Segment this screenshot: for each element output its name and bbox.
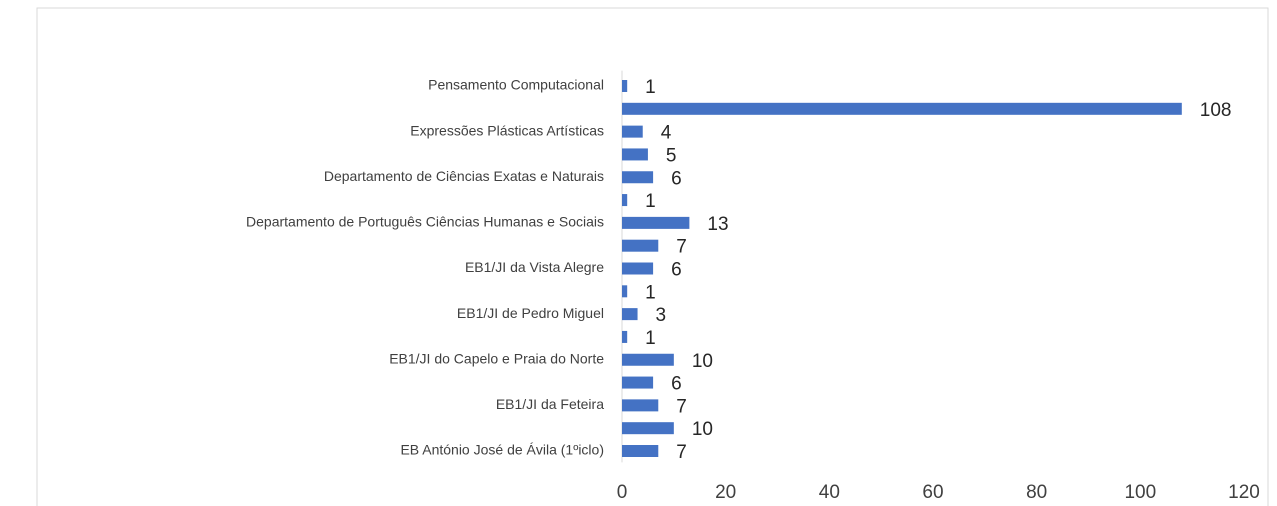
data-label: 4 [661,123,672,144]
data-label: 5 [666,145,677,166]
data-label: 108 [1200,100,1232,121]
data-label: 6 [671,374,682,395]
bar [622,194,628,207]
bar [622,171,654,184]
y-tick-label: Departamento de Ciências Exatas e Natura… [324,168,604,184]
data-label: 3 [656,305,667,326]
y-tick-label: EB António José de Ávila (1ºiclo) [400,442,604,458]
bar [622,216,690,229]
bar [622,422,674,435]
y-tick-label: EB1/JI da Vista Alegre [465,259,604,275]
chart-border [36,7,1269,506]
data-label: 1 [645,77,656,98]
bar [622,445,659,457]
data-label: 1 [645,328,656,349]
bar [622,308,638,321]
x-tick-label: 80 [1026,482,1047,503]
bar [622,376,654,389]
y-tick-label: Expressões Plásticas Artísticas [410,122,604,138]
x-tick-label: 120 [1228,482,1260,503]
bar [622,148,648,161]
data-label: 6 [671,260,682,281]
data-label: 7 [676,396,687,417]
data-label: 1 [645,191,656,212]
data-label: 13 [707,214,728,235]
bar [622,125,643,138]
y-tick-label: EB1/JI da Feteira [496,396,604,412]
data-label: 7 [676,237,687,258]
data-label: 10 [692,419,713,440]
bar [622,262,654,275]
y-tick-label: EB1/JI do Capelo e Praia do Norte [389,350,604,366]
x-tick-label: 60 [922,482,943,503]
x-tick-label: 100 [1124,482,1156,503]
data-label: 7 [676,442,687,463]
x-tick-label: 40 [819,482,840,503]
bar [622,330,628,343]
bar [622,285,628,298]
y-tick-label: Departamento de Português Ciências Human… [246,214,604,230]
bar [622,353,674,366]
x-tick-label: 20 [715,482,736,503]
data-label: 1 [645,282,656,303]
data-label: 6 [671,168,682,189]
bar [622,399,659,412]
y-tick-label: EB1/JI de Pedro Miguel [457,305,604,321]
bar [622,80,628,92]
x-tick-label: 0 [617,482,628,503]
data-label: 10 [692,351,713,372]
bar [622,102,1182,115]
bar [622,239,659,252]
y-tick-label: Pensamento Computacional [428,77,604,93]
